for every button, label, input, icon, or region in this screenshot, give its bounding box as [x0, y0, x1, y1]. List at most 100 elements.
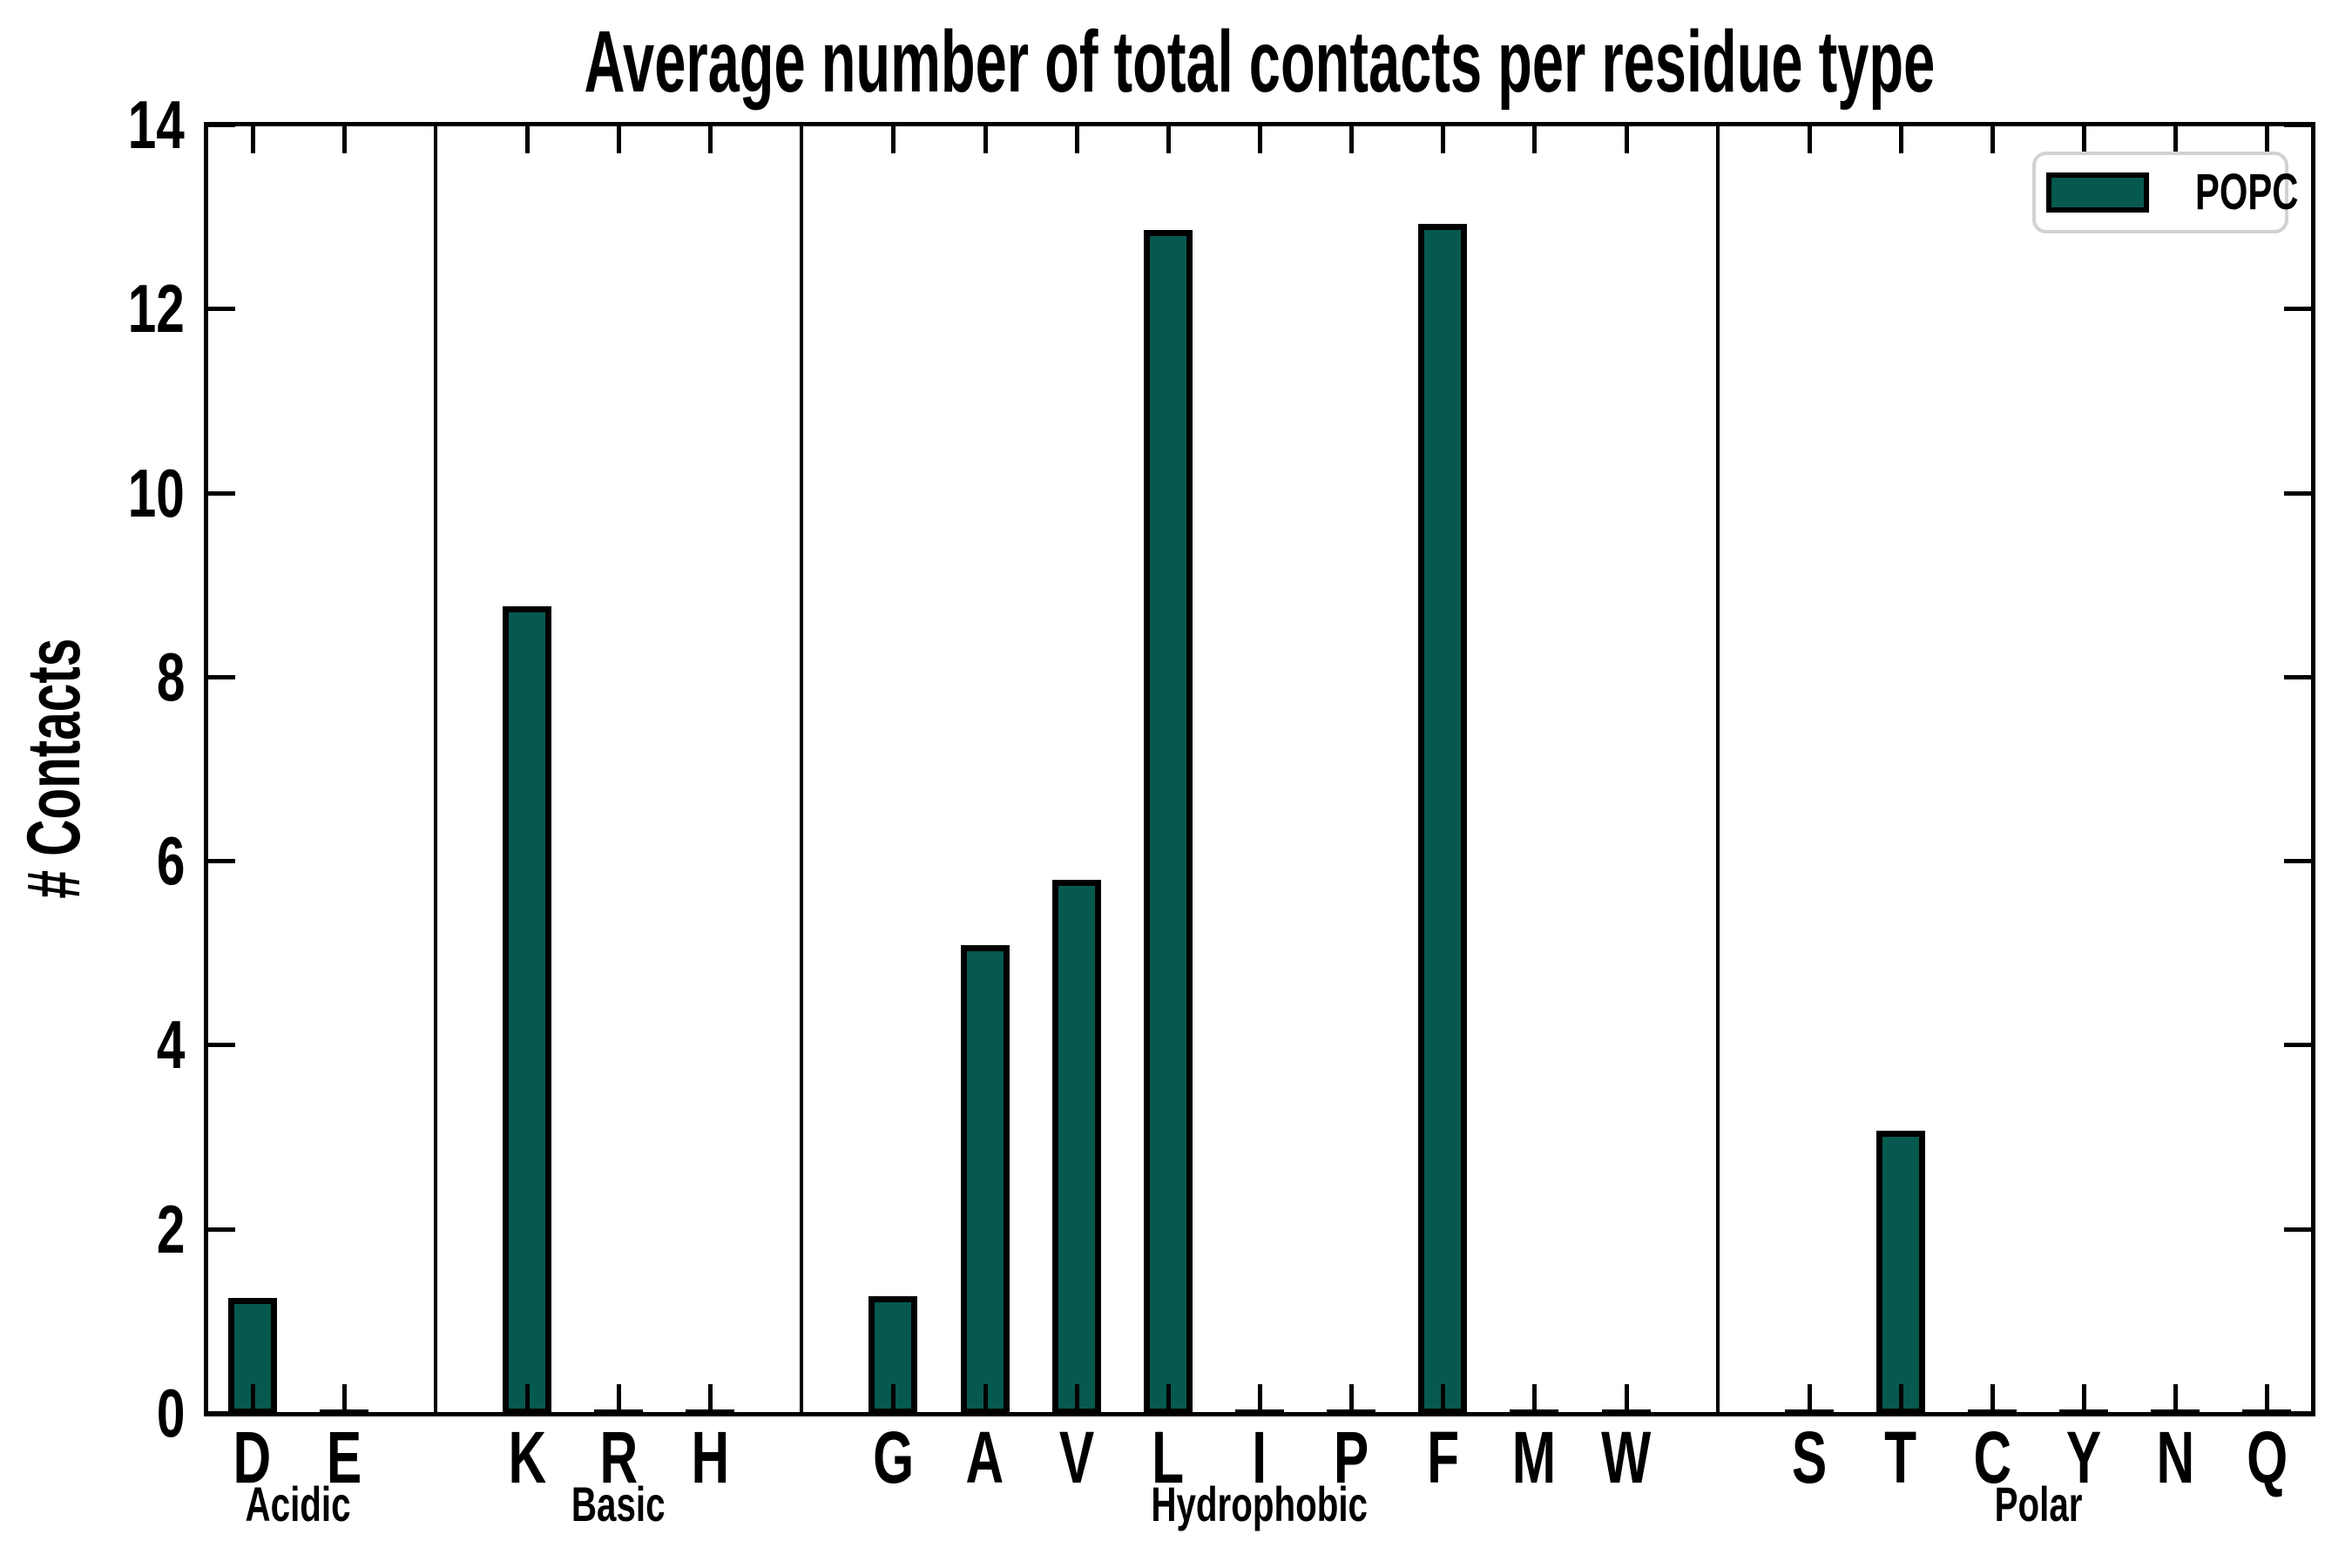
- x-tick-label-M: M: [1473, 1420, 1595, 1495]
- x-tick-label-G: G: [832, 1420, 954, 1495]
- x-tick: [524, 1384, 530, 1413]
- x-tick: [617, 1384, 622, 1413]
- y-tick-right: [2284, 123, 2313, 127]
- group-divider: [1715, 126, 1720, 1413]
- x-tick-label-text: E: [326, 1416, 362, 1498]
- bar-L: [1143, 230, 1193, 1415]
- x-tick-top: [1441, 125, 1446, 153]
- y-tick: [206, 491, 235, 496]
- x-tick-label-text: L: [1152, 1416, 1185, 1498]
- y-tick-label-text: 0: [156, 1375, 185, 1451]
- x-tick-top: [983, 125, 988, 153]
- x-tick-top: [341, 125, 347, 153]
- bar-F: [1418, 224, 1468, 1415]
- x-tick-label-text: W: [1600, 1416, 1652, 1498]
- x-tick-label-text: V: [1058, 1416, 1094, 1498]
- x-tick-label-text: R: [599, 1416, 638, 1498]
- x-tick-top: [708, 125, 713, 153]
- x-tick-top: [891, 125, 896, 153]
- x-tick-top: [1532, 125, 1538, 153]
- group-divider: [433, 126, 437, 1413]
- y-tick: [206, 859, 235, 863]
- x-tick-label-text: G: [872, 1416, 914, 1498]
- x-tick-top: [1898, 125, 1903, 153]
- x-tick-label-text: A: [965, 1416, 1004, 1498]
- y-tick-right: [2284, 1411, 2313, 1416]
- y-tick-label: 10: [0, 458, 185, 528]
- x-tick-label-V: V: [1016, 1420, 1138, 1495]
- x-tick-label-W: W: [1565, 1420, 1687, 1495]
- x-tick-label-text: F: [1426, 1416, 1459, 1498]
- x-tick-label-H: H: [649, 1420, 771, 1495]
- x-tick-label-text: C: [1973, 1416, 2011, 1498]
- x-tick-label-text: K: [508, 1416, 546, 1498]
- x-tick-label-Q: Q: [2206, 1420, 2328, 1495]
- x-tick-label-T: T: [1840, 1420, 1962, 1495]
- x-tick: [341, 1384, 347, 1413]
- y-tick: [206, 675, 235, 679]
- group-label-hydrophobic: Hydrophobic: [1077, 1479, 1443, 1530]
- y-tick: [206, 307, 235, 311]
- x-tick: [2082, 1384, 2087, 1413]
- x-tick: [1349, 1384, 1355, 1413]
- y-tick-label-text: 10: [127, 455, 185, 531]
- x-tick-top: [1624, 125, 1629, 153]
- y-tick-label: 14: [0, 90, 185, 159]
- x-tick-top: [250, 125, 255, 153]
- bar-K: [502, 606, 551, 1415]
- group-label-polar: Polar: [1855, 1479, 2221, 1530]
- x-tick: [1074, 1384, 1079, 1413]
- x-tick-label-C: C: [1931, 1420, 2053, 1495]
- y-tick-label: 8: [0, 642, 185, 712]
- x-tick-top: [1990, 125, 1996, 153]
- x-tick: [2173, 1384, 2179, 1413]
- x-tick-label-text: P: [1333, 1416, 1369, 1498]
- legend-swatch-popc: [2046, 172, 2149, 213]
- y-tick-label-text: 4: [156, 1006, 185, 1083]
- x-tick-label-K: K: [466, 1420, 588, 1495]
- x-tick: [1898, 1384, 1903, 1413]
- bar-A: [960, 945, 1010, 1415]
- x-tick: [1990, 1384, 1996, 1413]
- group-divider: [800, 126, 804, 1413]
- y-tick-right: [2284, 859, 2313, 863]
- group-label-acidic: Acidic: [115, 1479, 481, 1530]
- x-tick: [1624, 1384, 1629, 1413]
- x-tick-top: [1807, 125, 1812, 153]
- x-tick-top: [2265, 125, 2270, 153]
- y-tick-label: 0: [0, 1378, 185, 1448]
- legend: POPC: [2032, 152, 2298, 233]
- x-tick-label-P: P: [1290, 1420, 1412, 1495]
- x-tick: [1258, 1384, 1262, 1413]
- x-tick: [983, 1384, 988, 1413]
- x-tick-label-text: D: [233, 1416, 272, 1498]
- x-tick-top: [2173, 125, 2179, 153]
- bar-V: [1051, 880, 1101, 1415]
- x-tick-label-text: H: [691, 1416, 730, 1498]
- chart-title-text: Average number of total contacts per res…: [584, 13, 1936, 111]
- y-tick-label: 6: [0, 826, 185, 896]
- group-label-text: Hydrophobic: [1151, 1477, 1369, 1531]
- x-tick-label-text: M: [1512, 1416, 1557, 1498]
- x-tick: [1807, 1384, 1812, 1413]
- x-tick-label-text: Y: [2066, 1416, 2102, 1498]
- y-tick-label: 12: [0, 274, 185, 343]
- y-tick-right: [2284, 491, 2313, 496]
- y-tick: [206, 1043, 235, 1047]
- x-tick-label-Y: Y: [2023, 1420, 2145, 1495]
- y-tick-right: [2284, 675, 2313, 679]
- x-tick-label-text: N: [2156, 1416, 2195, 1498]
- x-tick-label-text: I: [1252, 1416, 1267, 1498]
- group-label-text: Acidic: [245, 1477, 351, 1531]
- x-tick: [891, 1384, 896, 1413]
- x-tick-label-text: T: [1884, 1416, 1917, 1498]
- x-tick-top: [1349, 125, 1355, 153]
- x-tick-label-D: D: [192, 1420, 314, 1495]
- x-tick-top: [524, 125, 530, 153]
- x-tick-label-L: L: [1107, 1420, 1229, 1495]
- x-tick: [250, 1384, 255, 1413]
- y-tick-label-text: 6: [156, 822, 185, 899]
- x-tick-top: [617, 125, 622, 153]
- chart-title: Average number of total contacts per res…: [206, 14, 2313, 110]
- y-axis-label: # Contacts: [10, 246, 98, 1291]
